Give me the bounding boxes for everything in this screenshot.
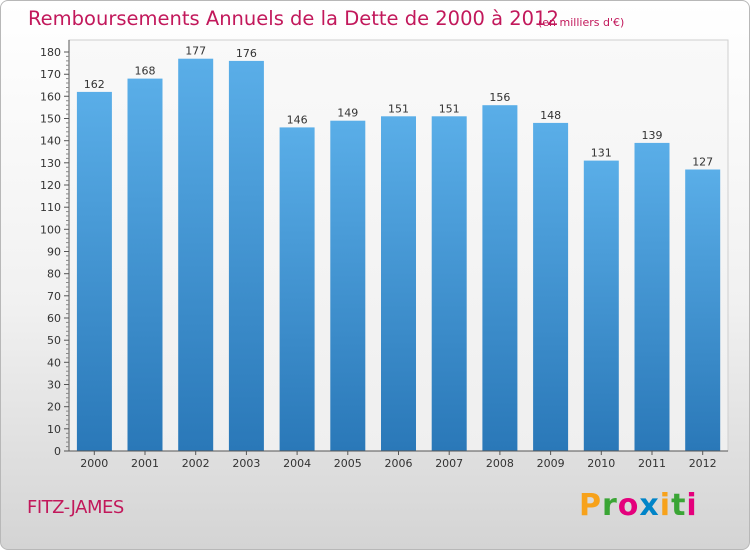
data-label-2012: 127 <box>692 156 713 169</box>
y-tick-label: 180 <box>40 46 61 59</box>
bar-2010 <box>583 160 619 451</box>
bar-2000 <box>76 91 112 452</box>
x-tick-label-2012: 2012 <box>689 457 717 470</box>
chart-title: Remboursements Annuels de la Dette de 20… <box>28 7 559 30</box>
data-label-2003: 176 <box>236 47 257 60</box>
x-tick-label-2010: 2010 <box>587 457 615 470</box>
logo-letter: o <box>617 488 640 523</box>
logo-letter: P <box>579 488 602 523</box>
y-tick-label: 60 <box>47 312 61 325</box>
proxiti-logo: Proxiti <box>579 488 698 523</box>
logo-letter: i <box>659 488 672 523</box>
y-tick-label: 0 <box>54 445 61 458</box>
x-tick-label-2005: 2005 <box>334 457 362 470</box>
y-tick-label: 30 <box>47 379 61 392</box>
y-tick-label: 90 <box>47 246 61 259</box>
data-label-2011: 139 <box>642 129 663 142</box>
bar-2001 <box>127 78 163 451</box>
x-tick-label-2003: 2003 <box>232 457 260 470</box>
data-label-2004: 146 <box>287 113 308 126</box>
x-tick-label-2006: 2006 <box>385 457 413 470</box>
bar-2006 <box>381 116 416 452</box>
y-tick-label: 160 <box>40 90 61 103</box>
x-tick-label-2008: 2008 <box>486 457 514 470</box>
x-tick-label-2009: 2009 <box>537 457 565 470</box>
data-label-2002: 177 <box>185 45 206 58</box>
logo-letter: x <box>639 488 660 523</box>
y-tick-label: 100 <box>40 223 61 236</box>
y-tick-label: 130 <box>40 157 61 170</box>
data-label-2006: 151 <box>388 102 409 115</box>
bar-2005 <box>330 120 366 451</box>
bar-2008 <box>482 105 518 451</box>
bar-2009 <box>533 122 569 452</box>
x-tick-label-2004: 2004 <box>283 457 311 470</box>
x-tick-label-2001: 2001 <box>131 457 159 470</box>
y-tick-label: 10 <box>47 423 61 436</box>
logo-letter: t <box>671 488 687 523</box>
x-tick-label-2002: 2002 <box>182 457 210 470</box>
y-tick-label: 150 <box>40 113 61 126</box>
data-label-2005: 149 <box>337 107 358 120</box>
y-tick-label: 70 <box>47 290 61 303</box>
y-tick-label: 40 <box>47 356 61 369</box>
data-label-2010: 131 <box>591 147 612 160</box>
bar-2011 <box>634 142 670 451</box>
y-tick-label: 140 <box>40 135 61 148</box>
y-tick-label: 110 <box>40 201 61 214</box>
y-tick-label: 20 <box>47 401 61 414</box>
data-label-2000: 162 <box>84 78 105 91</box>
bar-2007 <box>431 116 467 452</box>
x-tick-label-2011: 2011 <box>638 457 666 470</box>
bar-2004 <box>279 127 315 452</box>
data-label-2008: 156 <box>489 91 510 104</box>
x-tick-label-2007: 2007 <box>435 457 463 470</box>
x-tick-label-2000: 2000 <box>80 457 108 470</box>
commune-name: FITZ-JAMES <box>27 497 124 518</box>
bar-2012 <box>685 169 721 451</box>
data-label-2007: 151 <box>439 102 460 115</box>
data-label-2001: 168 <box>135 65 156 78</box>
bar-2003 <box>228 60 264 452</box>
logo-letter: i <box>686 488 698 523</box>
logo-letter: r <box>602 488 618 523</box>
chart-subtitle: (en milliers d'€) <box>538 16 625 29</box>
bar-2002 <box>178 58 214 451</box>
data-label-2009: 148 <box>540 109 561 122</box>
y-tick-label: 80 <box>47 268 61 281</box>
y-tick-label: 170 <box>40 68 61 81</box>
y-tick-label: 50 <box>47 334 61 347</box>
y-tick-label: 120 <box>40 179 61 192</box>
